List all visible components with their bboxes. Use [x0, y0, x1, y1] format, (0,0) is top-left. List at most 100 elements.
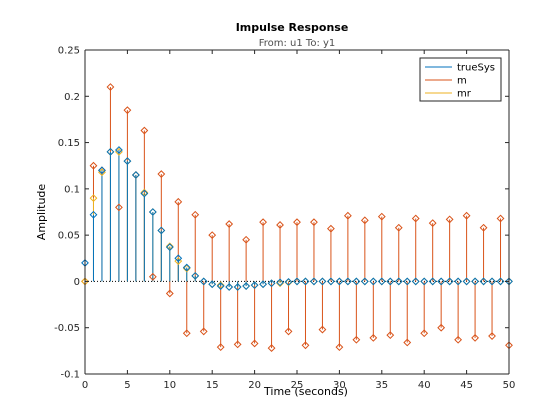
marker-trueSys — [216, 282, 225, 290]
marker-trueSys — [471, 277, 479, 286]
marker-m — [225, 220, 234, 228]
legend: trueSys m mr — [419, 57, 502, 102]
marker-trueSys — [191, 271, 200, 280]
marker-mr — [89, 194, 98, 203]
marker-trueSys — [386, 277, 395, 286]
marker-m — [394, 223, 403, 232]
marker-trueSys — [157, 226, 166, 235]
marker-m — [343, 211, 352, 220]
marker-trueSys — [284, 277, 293, 286]
marker-trueSys — [437, 277, 446, 286]
x-tick-label: 25 — [291, 380, 304, 391]
marker-trueSys — [454, 277, 463, 286]
marker-m — [276, 221, 284, 229]
marker-m — [310, 218, 318, 227]
marker-trueSys — [335, 277, 344, 286]
marker-m — [165, 289, 174, 298]
x-axis-label: Time (seconds) — [263, 385, 348, 398]
marker-m — [369, 333, 378, 342]
marker-trueSys — [276, 278, 284, 287]
marker-mr — [165, 242, 174, 251]
marker-trueSys — [403, 277, 412, 286]
marker-trueSys — [140, 189, 149, 198]
y-tick-label: 0.2 — [64, 92, 80, 103]
marker-trueSys — [301, 277, 310, 286]
x-tick-label: 0 — [82, 380, 88, 391]
marker-m — [437, 323, 446, 332]
marker-m — [479, 223, 488, 232]
marker-m — [318, 325, 327, 334]
marker-trueSys — [411, 277, 420, 286]
marker-trueSys — [428, 277, 437, 286]
marker-trueSys — [225, 283, 234, 291]
marker-m — [360, 216, 369, 225]
marker-trueSys — [123, 157, 132, 165]
marker-m — [445, 215, 454, 224]
marker-m — [115, 203, 123, 212]
marker-m — [293, 218, 301, 227]
marker-m — [216, 343, 225, 352]
ticks-layer: 0 5 10 15 20 25 30 35 40 45 50 -0.1 -0.05 0 0.05 0.1 0.1… — [54, 46, 515, 392]
marker-m — [157, 170, 166, 178]
marker-trueSys — [106, 147, 115, 156]
marker-m — [454, 335, 463, 344]
marker-m — [335, 343, 344, 352]
marker-trueSys — [360, 277, 369, 286]
marker-m — [174, 197, 183, 206]
marker-trueSys — [174, 254, 183, 263]
marker-mr — [216, 281, 225, 290]
marker-trueSys — [293, 277, 301, 286]
x-tick-label: 45 — [460, 380, 473, 391]
marker-m — [386, 331, 395, 340]
marker-m — [496, 214, 505, 223]
y-tick-label: 0 — [74, 277, 80, 288]
marker-m — [327, 224, 335, 233]
y-tick-label: 0.1 — [64, 184, 80, 195]
x-tick-label: 15 — [206, 380, 219, 391]
x-tick-label: 35 — [375, 380, 388, 391]
marker-m — [403, 338, 412, 347]
marker-trueSys — [352, 277, 361, 286]
marker-trueSys — [259, 280, 267, 289]
marker-m — [411, 214, 420, 223]
legend-label-m: m — [457, 76, 467, 87]
marker-trueSys — [343, 277, 352, 286]
marker-m — [284, 327, 293, 336]
marker-m — [488, 332, 496, 340]
marker-trueSys — [148, 208, 157, 216]
x-tick-label: 50 — [503, 380, 516, 391]
marker-trueSys — [369, 277, 378, 286]
marker-trueSys — [242, 282, 251, 290]
x-tick-label: 20 — [248, 380, 261, 391]
marker-trueSys — [445, 277, 454, 286]
marker-m — [106, 83, 115, 91]
marker-m — [191, 210, 200, 219]
marker-trueSys — [182, 263, 191, 272]
x-tick-label: 5 — [124, 380, 130, 391]
marker-m — [462, 211, 471, 220]
marker-trueSys — [165, 243, 174, 252]
marker-trueSys — [199, 277, 208, 286]
marker-trueSys — [394, 277, 403, 286]
marker-m — [140, 126, 149, 135]
x-tick-label: 30 — [333, 380, 346, 391]
marker-trueSys — [89, 210, 98, 219]
marker-trueSys — [98, 166, 106, 175]
marker-m — [208, 231, 217, 240]
marker-trueSys — [327, 277, 335, 286]
marker-m — [259, 218, 267, 227]
stems-layer — [84, 87, 510, 349]
marker-trueSys — [488, 277, 496, 286]
chart-title: Impulse Response — [236, 21, 349, 34]
marker-m — [123, 106, 132, 115]
y-axis-label: Amplitude — [35, 184, 48, 241]
marker-m — [242, 235, 251, 244]
y-tick-label: 0.05 — [58, 231, 80, 242]
y-tick-label: -0.05 — [54, 323, 80, 334]
marker-m — [420, 329, 429, 338]
marker-m — [301, 341, 310, 350]
marker-mr — [140, 188, 149, 197]
marker-trueSys — [462, 277, 471, 286]
